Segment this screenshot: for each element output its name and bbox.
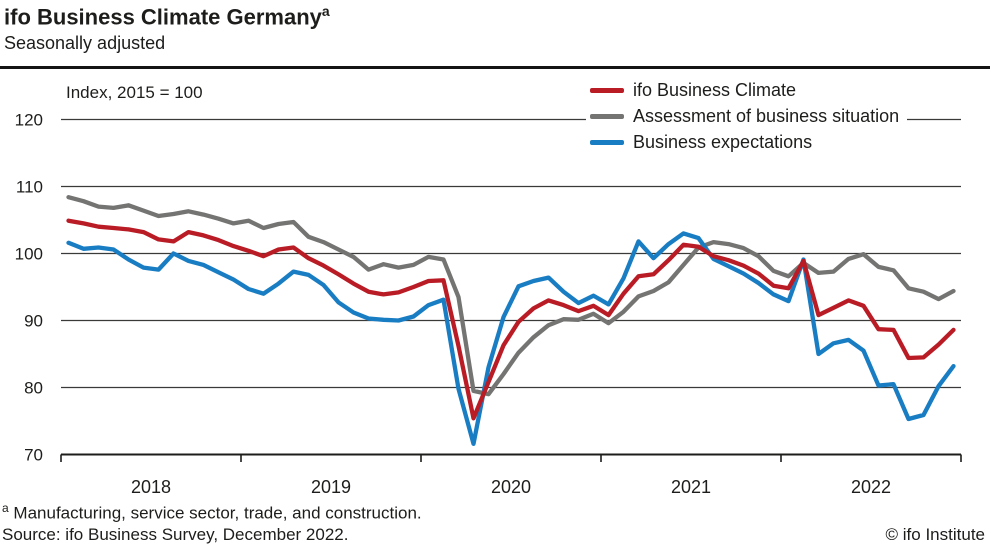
legend-label-climate: ifo Business Climate — [633, 79, 797, 100]
legend-item-expectations: Business expectations — [590, 129, 899, 155]
y-axis-label-80: 80 — [24, 379, 43, 398]
footnote-text: Manufacturing, service sector, trade, an… — [13, 503, 422, 523]
y-axis-label-110: 110 — [16, 178, 43, 197]
series-line-business-expectations — [66, 231, 956, 446]
chart-title: ifo Business Climate Germanya — [4, 3, 330, 30]
header-divider — [0, 66, 990, 69]
y-axis-label-100: 100 — [15, 245, 43, 264]
x-axis-label-2019: 2019 — [311, 477, 351, 497]
y-axis-label-90: 90 — [24, 312, 43, 331]
legend-label-assessment: Assessment of business situation — [633, 105, 900, 126]
footnote: a Manufacturing, service sector, trade, … — [2, 501, 422, 524]
legend-swatch-climate-icon — [590, 87, 624, 93]
source-note: Source: ifo Business Survey, December 20… — [2, 525, 349, 544]
x-axis-label-2022: 2022 — [851, 477, 891, 497]
x-axis-label-2020: 2020 — [491, 477, 531, 497]
y-axis-label-70: 70 — [24, 446, 43, 465]
legend-swatch-expectations-icon — [590, 139, 624, 145]
legend-swatch-assessment-icon — [590, 113, 624, 119]
index-base-note: Index, 2015 = 100 — [66, 83, 203, 102]
series-line-assessment-of-business-situation — [66, 195, 956, 397]
footnote-superscript: a — [2, 501, 9, 515]
y-axis-label-120: 120 — [15, 111, 43, 130]
title-superscript: a — [321, 3, 330, 19]
legend: ifo Business Climate Assessment of busin… — [586, 75, 908, 157]
x-axis-label-2021: 2021 — [671, 477, 711, 497]
legend-label-expectations: Business expectations — [633, 131, 813, 152]
legend-item-assessment: Assessment of business situation — [590, 103, 899, 129]
chart-subtitle: Seasonally adjusted — [4, 33, 166, 53]
legend-item-climate: ifo Business Climate — [590, 77, 899, 103]
series-line-ifo-business-climate — [66, 218, 956, 421]
copyright-note: © ifo Institute — [885, 525, 985, 544]
x-axis-label-2018: 2018 — [131, 477, 171, 497]
